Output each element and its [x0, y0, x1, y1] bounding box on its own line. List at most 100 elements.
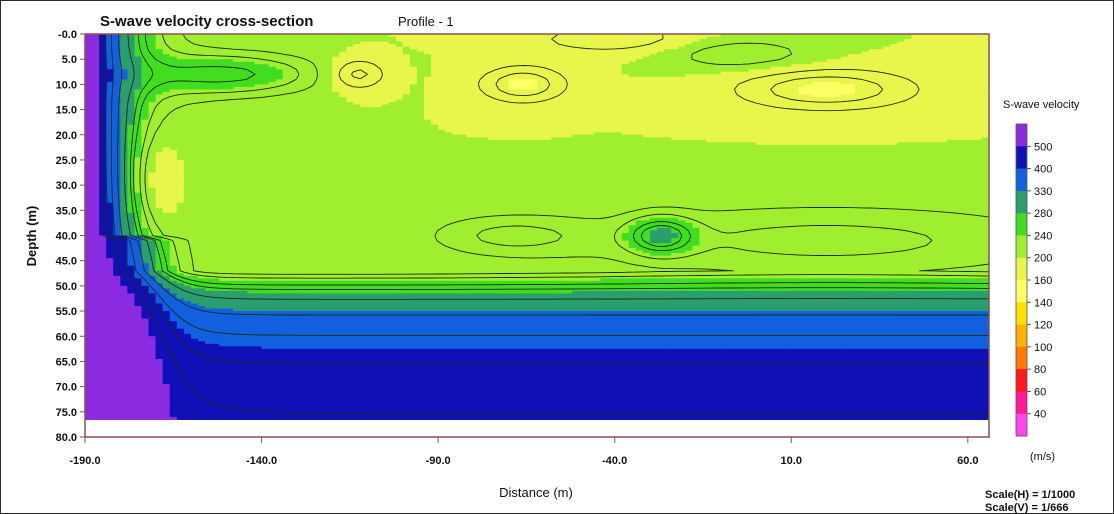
- heatmap-cell: [127, 295, 136, 300]
- heatmap-cell: [120, 96, 128, 101]
- heatmap-cell: [183, 283, 192, 287]
- heatmap-cell: [169, 217, 178, 221]
- heatmap-cell: [141, 356, 150, 360]
- heatmap-cell: [148, 285, 157, 289]
- heatmap-cell: [85, 409, 93, 413]
- heatmap-cell: [134, 99, 143, 103]
- heatmap-cell: [113, 124, 121, 128]
- heatmap-cell: [113, 290, 121, 295]
- heatmap-cell: [127, 59, 136, 63]
- heatmap-cell: [127, 248, 136, 252]
- heatmap-cell: [205, 381, 213, 385]
- heatmap-cell: [141, 361, 150, 365]
- heatmap-cell: [183, 177, 192, 181]
- heatmap-cell: [176, 39, 185, 43]
- heatmap-cell: [99, 74, 107, 78]
- heatmap-cell: [99, 144, 107, 148]
- heatmap-cell: [148, 255, 157, 259]
- heatmap-cell: [176, 260, 185, 264]
- heatmap-cell: [162, 210, 171, 214]
- heatmap-cell: [162, 303, 171, 307]
- heatmap-cell: [92, 112, 100, 116]
- heatmap-cell: [176, 285, 185, 289]
- heatmap-cell: [113, 404, 121, 408]
- heatmap-cell: [106, 321, 114, 325]
- heatmap-cell: [92, 316, 100, 320]
- heatmap-cell: [190, 94, 199, 98]
- heatmap-cell: [162, 333, 171, 337]
- heatmap-cell: [190, 361, 199, 365]
- heatmap-cell: [92, 212, 100, 216]
- heatmap-cell: [169, 238, 178, 242]
- heatmap-cell: [155, 406, 164, 410]
- heatmap-cell: [85, 39, 93, 43]
- heatmap-cell: [134, 371, 143, 375]
- heatmap-cell: [127, 122, 136, 126]
- heatmap-cell: [183, 368, 192, 373]
- heatmap-cell: [99, 313, 107, 317]
- heatmap-cell: [169, 102, 178, 106]
- heatmap-cell: [190, 71, 199, 75]
- heatmap-cell: [155, 69, 164, 73]
- heatmap-cell: [176, 243, 185, 247]
- heatmap-cell: [99, 283, 107, 287]
- heatmap-cell: [155, 49, 164, 53]
- heatmap-cell: [148, 117, 157, 121]
- heatmap-cell: [169, 396, 178, 400]
- heatmap-cell: [212, 190, 220, 194]
- heatmap-cell: [162, 298, 171, 302]
- heatmap-cell: [155, 41, 164, 45]
- heatmap-cell: [212, 39, 220, 43]
- heatmap-cell: [169, 280, 178, 284]
- heatmap-cell: [106, 86, 114, 91]
- heatmap-cell: [127, 333, 136, 337]
- heatmap-cell: [155, 394, 164, 398]
- heatmap-cell: [148, 283, 157, 287]
- heatmap-cell: [162, 84, 171, 88]
- heatmap-cell: [176, 99, 185, 103]
- heatmap-cell: [176, 278, 185, 282]
- heatmap-cell: [113, 363, 121, 368]
- heatmap-cell: [176, 270, 185, 274]
- heatmap-cell: [85, 263, 93, 267]
- heatmap-cell: [190, 149, 199, 153]
- heatmap-cell: [169, 326, 178, 330]
- heatmap-cell: [198, 144, 206, 148]
- heatmap-cell: [205, 195, 213, 199]
- heatmap-cell: [205, 202, 213, 206]
- heatmap-cell: [106, 371, 114, 375]
- heatmap-cell: [148, 66, 157, 70]
- heatmap-cell: [141, 64, 150, 68]
- heatmap-cell: [85, 394, 93, 398]
- heatmap-cell: [134, 288, 143, 292]
- heatmap-cell: [205, 232, 213, 237]
- heatmap-cell: [155, 159, 164, 164]
- heatmap-cell: [141, 404, 150, 408]
- heatmap-cell: [85, 288, 93, 292]
- heatmap-cell: [120, 137, 128, 141]
- heatmap-cell: [85, 202, 93, 206]
- heatmap-cell: [190, 49, 199, 53]
- heatmap-cell: [205, 379, 213, 383]
- heatmap-cell: [205, 76, 213, 80]
- heatmap-cell: [183, 363, 192, 368]
- heatmap-cell: [198, 112, 206, 116]
- heatmap-cell: [183, 225, 192, 229]
- heatmap-cell: [155, 187, 164, 191]
- heatmap-cell: [141, 195, 150, 199]
- heatmap-cell: [85, 192, 93, 196]
- heatmap-cell: [141, 61, 150, 65]
- heatmap-cell: [134, 396, 143, 400]
- heatmap-cell: [176, 389, 185, 393]
- heatmap-cell: [85, 44, 93, 48]
- heatmap-cell: [92, 391, 100, 395]
- heatmap-cell: [240, 416, 249, 420]
- heatmap-cell: [155, 84, 164, 88]
- heatmap-cell: [99, 308, 107, 312]
- heatmap-cell: [85, 343, 93, 347]
- heatmap-cell: [141, 328, 150, 332]
- heatmap-cell: [212, 255, 220, 259]
- heatmap-cell: [120, 321, 128, 325]
- heatmap-cell: [169, 71, 178, 75]
- heatmap-cell: [169, 205, 178, 209]
